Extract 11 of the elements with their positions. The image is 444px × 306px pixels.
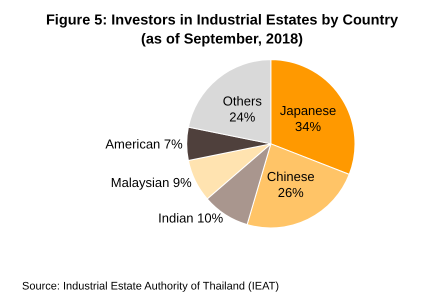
data-label: 24% (229, 109, 256, 124)
slice-label: American 7% (105, 136, 184, 152)
data-label: 26% (278, 184, 304, 200)
slice-label: Japanese (280, 102, 336, 118)
chart-title: Figure 5: Investors in Industrial Estates by Country (as of September, 2018) (46, 12, 398, 48)
source-note: Source: Industrial Estate Authority of Thailand (IEAT) (22, 280, 279, 292)
slice-label: Chinese (266, 168, 315, 184)
slice-label: Indian 10% (158, 210, 224, 226)
slice-label: Others (222, 93, 262, 108)
data-label: 34% (295, 118, 322, 134)
slice-label: Malaysian 9% (110, 175, 192, 190)
